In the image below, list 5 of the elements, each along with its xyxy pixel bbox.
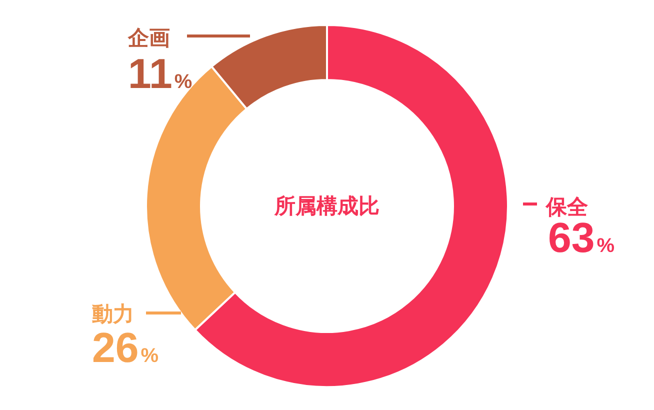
data-label: 26% — [92, 324, 159, 371]
slice-label: 企画 — [127, 26, 170, 50]
text: 所属構成比 — [274, 194, 380, 218]
slice-label: 動力 — [91, 302, 134, 326]
data-label: 11% — [128, 50, 192, 97]
